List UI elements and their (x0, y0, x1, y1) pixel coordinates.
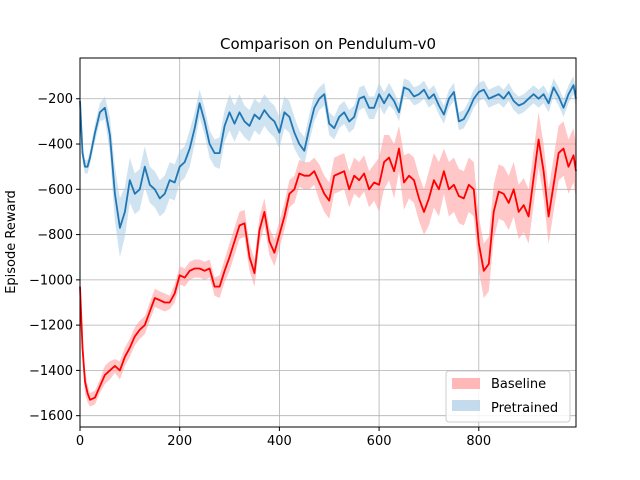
chart-title: Comparison on Pendulum-v0 (220, 35, 436, 53)
y-tick-label: −600 (37, 183, 73, 198)
x-tick-label: 400 (267, 434, 292, 449)
y-tick-label: −200 (37, 92, 73, 107)
x-tick-label: 200 (167, 434, 192, 449)
legend-label-baseline: Baseline (491, 377, 546, 392)
series-lines (79, 84, 577, 401)
x-tick-label: 0 (76, 434, 84, 449)
legend-label-pretrained: Pretrained (491, 401, 558, 416)
y-tick-label: −800 (37, 228, 73, 243)
y-axis-title: Episode Reward (4, 190, 19, 294)
y-tick-label: −1400 (29, 364, 73, 379)
legend-swatch-pretrained (452, 400, 480, 411)
x-tick-label: 600 (367, 434, 392, 449)
y-tick-label: −1200 (29, 319, 73, 334)
x-tick-label: 800 (466, 434, 491, 449)
y-tick-label: −1000 (29, 273, 73, 288)
y-tick-label: −400 (37, 138, 73, 153)
pretrained-line (79, 84, 577, 229)
axis-ticks: 0 200 400 600 800 −1600 −1400 −1200 −1000 −800 −60… (29, 92, 491, 449)
baseline-line (79, 138, 577, 401)
legend: Baseline Pretrained (445, 370, 571, 423)
plot-frame (79, 57, 577, 428)
y-tick-label: −1600 (29, 409, 73, 424)
legend-swatch-baseline (452, 378, 480, 389)
